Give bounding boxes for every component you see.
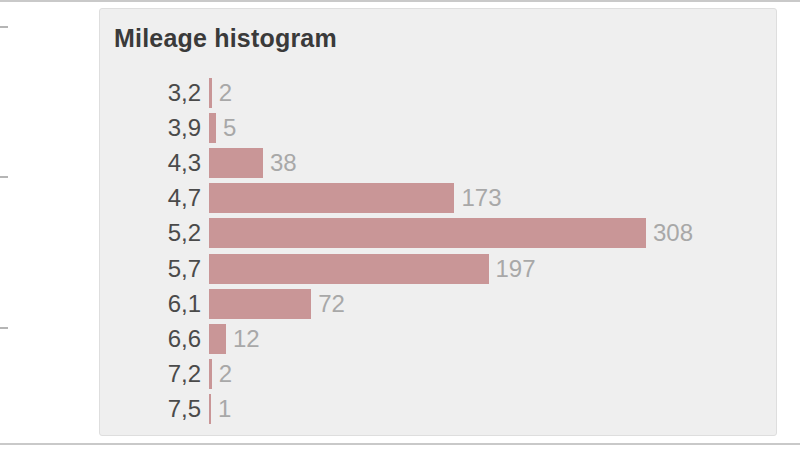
histogram-row: 5,7 197: [100, 251, 776, 286]
category-label: 5,2: [100, 219, 209, 247]
histogram-row: 3,9 5: [100, 110, 776, 145]
histogram-row: 4,7 173: [100, 181, 776, 216]
category-label: 3,9: [100, 114, 209, 142]
histogram-bar: [209, 218, 646, 248]
value-label: 197: [496, 255, 536, 283]
category-label: 6,1: [100, 290, 209, 318]
bottom-divider: [0, 443, 800, 445]
value-label: 12: [233, 325, 260, 353]
histogram-bar: [209, 324, 226, 354]
histogram-row: 6,6 12: [100, 321, 776, 356]
histogram-bar: [209, 183, 454, 213]
category-label: 4,7: [100, 184, 209, 212]
value-label: 1: [218, 395, 231, 423]
histogram-bar: [209, 113, 216, 143]
value-label: 2: [219, 360, 232, 388]
histogram-bar: [209, 359, 212, 389]
category-label: 4,3: [100, 149, 209, 177]
histogram-bar: [209, 394, 211, 424]
value-label: 72: [318, 290, 345, 318]
histogram-row: 7,5 1: [100, 392, 776, 427]
histogram-row: 3,2 2: [100, 75, 776, 110]
category-label: 5,7: [100, 255, 209, 283]
histogram-row: 6,1 72: [100, 286, 776, 321]
category-label: 3,2: [100, 79, 209, 107]
histogram-row: 4,3 38: [100, 145, 776, 180]
value-label: 173: [461, 184, 501, 212]
left-ruler-tick: [0, 327, 8, 329]
value-label: 38: [270, 149, 297, 177]
histogram-bar: [209, 148, 263, 178]
value-label: 5: [223, 114, 236, 142]
chart-title: Mileage histogram: [114, 24, 337, 53]
histogram: 3,2 2 3,9 5 4,3 38 4,7 173 5,2 308 5,7 1…: [100, 75, 776, 427]
histogram-row: 5,2 308: [100, 216, 776, 251]
category-label: 6,6: [100, 325, 209, 353]
histogram-bar: [209, 78, 212, 108]
top-divider: [0, 0, 800, 2]
left-ruler-tick: [0, 176, 8, 178]
value-label: 308: [653, 219, 693, 247]
category-label: 7,5: [100, 395, 209, 423]
histogram-bar: [209, 289, 311, 319]
left-ruler-tick: [0, 26, 8, 28]
histogram-row: 7,2 2: [100, 357, 776, 392]
chart-panel: Mileage histogram 3,2 2 3,9 5 4,3 38 4,7…: [99, 8, 777, 436]
value-label: 2: [219, 79, 232, 107]
histogram-bar: [209, 254, 489, 284]
category-label: 7,2: [100, 360, 209, 388]
page-root: Mileage histogram 3,2 2 3,9 5 4,3 38 4,7…: [0, 0, 800, 450]
